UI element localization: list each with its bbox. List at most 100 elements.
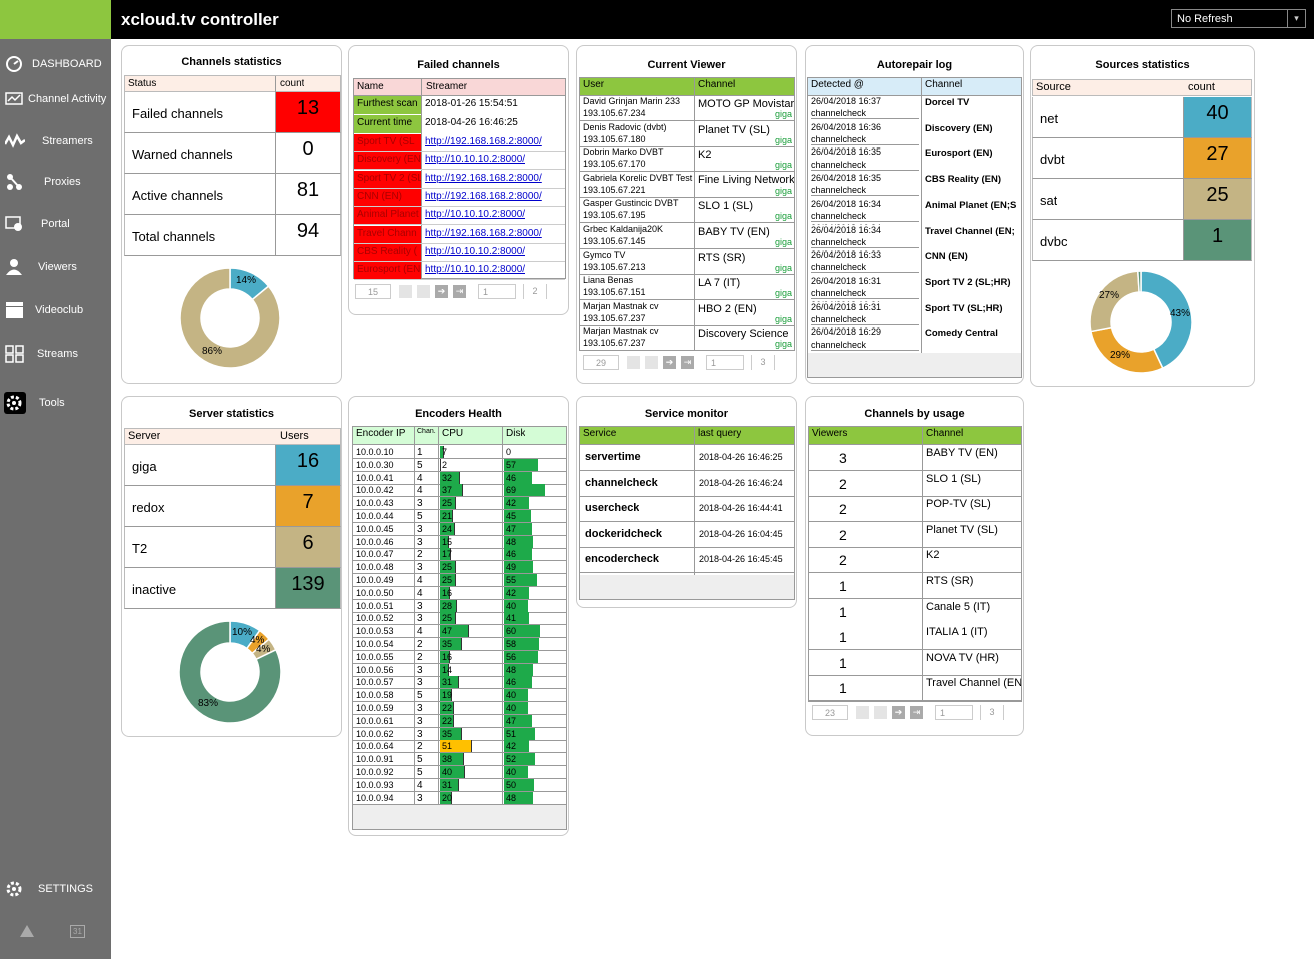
table-row[interactable]: 26/04/2018 16:36channelcheck26/04/2018 1…: [808, 122, 1021, 148]
table-row[interactable]: 26/04/2018 16:37 channelcheck26/04/2018 1…: [808, 96, 1021, 122]
table-row[interactable]: 10.0.0.51 3 28 40: [353, 599, 566, 613]
table-row[interactable]: 2 K2: [809, 547, 1021, 574]
table-row[interactable]: 26/04/2018 16:34channelcheck26/04/2018 1…: [808, 225, 1021, 251]
donut-slice[interactable]: [179, 267, 281, 369]
table-row[interactable]: 2 SLO 1 (SL): [809, 471, 1021, 497]
table-row[interactable]: Gasper Gustincic DVBT 193.105.67.195 SLO 1…: [580, 198, 794, 224]
table-row[interactable]: usercheck 2018-04-26 16:44:41: [580, 496, 794, 523]
chevron-down-icon[interactable]: ▾: [1287, 10, 1305, 27]
table-row[interactable]: 10.0.0.64 2 51 42: [353, 740, 566, 754]
table-row[interactable]: channelcheck 2018-04-26 16:46:24: [580, 471, 794, 497]
page-input[interactable]: 1: [706, 355, 744, 370]
table-row[interactable]: 10.0.0.49 4 25 55: [353, 574, 566, 587]
table-row[interactable]: 26/04/2018 16:35channelcheck26/04/2018 1…: [808, 173, 1021, 199]
table-row[interactable]: 10.0.0.94 3 20 48: [353, 791, 566, 805]
table-row[interactable]: 10.0.0.93 4 31 50: [353, 778, 566, 792]
streamer-link[interactable]: http://192.168.168.2:8000/: [425, 227, 542, 239]
table-row[interactable]: 10.0.0.45 3 24 47: [353, 522, 566, 536]
streamer-link[interactable]: http://10.10.10.2:8000/: [425, 154, 526, 166]
table-row[interactable]: giga 16: [124, 445, 341, 486]
table-row[interactable]: 10.0.0.48 3 25 49: [353, 561, 566, 575]
table-row[interactable]: Failed channels 13: [124, 92, 341, 133]
table-row[interactable]: David Grinjan Marin 233 193.105.67.234 MOT…: [580, 96, 794, 121]
table-row[interactable]: 10.0.0.55 2 16 56: [353, 650, 566, 664]
table-row[interactable]: 1 NOVA TV (HR): [809, 650, 1021, 676]
table-row[interactable]: inactive 139: [124, 568, 341, 609]
table-row[interactable]: Grbec Kaldanija20K 193.105.67.145 BABY TV …: [580, 224, 794, 249]
pager-prev-button[interactable]: [417, 285, 430, 298]
table-row[interactable]: 10.0.0.53 4 47 60: [353, 625, 566, 639]
table-row[interactable]: dockeridcheck 2018-04-26 16:04:45: [580, 522, 794, 548]
warning-icon[interactable]: [20, 925, 34, 937]
pager-last-button[interactable]: ⇥: [910, 706, 923, 719]
table-row[interactable]: Total channels 94: [124, 215, 341, 256]
table-row[interactable]: 10.0.0.92 5 40 40: [353, 766, 566, 779]
sidebar-item-streamers[interactable]: Streamers: [0, 129, 111, 155]
streamer-link[interactable]: http://10.10.10.2:8000/: [425, 209, 526, 221]
table-row[interactable]: Marjan Mastnak cv 193.105.67.237 Discovery…: [580, 326, 794, 352]
table-row[interactable]: 10.0.0.47 2 17 46: [353, 548, 566, 562]
table-row[interactable]: dvbc 1: [1032, 220, 1252, 261]
donut-slice[interactable]: [1140, 270, 1193, 370]
table-row[interactable]: 10.0.0.59 3 22 40: [353, 702, 566, 715]
table-row[interactable]: 10.0.0.91 5 38 52: [353, 753, 566, 767]
table-row[interactable]: 26/04/2018 16:29 channelcheck Comedy Centr…: [808, 327, 1021, 353]
table-row[interactable]: 10.0.0.30 5 2 57: [353, 458, 566, 472]
table-row[interactable]: Denis Radovic (dvbt) 193.105.67.180 Planet…: [580, 122, 794, 147]
sidebar-item-videoclub[interactable]: Videoclub: [0, 298, 111, 324]
table-row[interactable]: 10.0.0.52 3 25 41: [353, 612, 566, 626]
sidebar-item-viewers[interactable]: Viewers: [0, 255, 111, 281]
streamer-link[interactable]: http://192.168.168.2:8000/: [425, 172, 542, 184]
table-row[interactable]: 10.0.0.43 3 25 42: [353, 497, 566, 511]
table-row[interactable]: Marjan Mastnak cv 193.105.67.237 HBO 2 (EN…: [580, 301, 794, 326]
table-row[interactable]: Active channels 81: [124, 174, 341, 215]
table-row[interactable]: 10.0.0.58 5 19 40: [353, 689, 566, 703]
table-row[interactable]: 10.0.0.50 4 16 42: [353, 586, 566, 600]
sidebar-item-streams[interactable]: Streams: [0, 342, 111, 368]
table-row[interactable]: 10.0.0.62 3 35 51: [353, 727, 566, 741]
table-row[interactable]: Gymco TV 193.105.67.213 RTS (SR) giga: [580, 250, 794, 275]
table-row[interactable]: 10.0.0.41 4 32 46: [353, 471, 566, 485]
streamer-link[interactable]: http://192.168.168.2:8000/: [425, 190, 542, 202]
donut-slice[interactable]: [1089, 270, 1140, 333]
refresh-select[interactable]: No Refresh ▾: [1171, 9, 1306, 28]
pager-prev-button[interactable]: [874, 706, 887, 719]
sidebar-item-dashboard[interactable]: DASHBOARD: [0, 52, 111, 78]
donut-slice[interactable]: [1137, 270, 1142, 293]
table-row[interactable]: 26/04/2018 16:31channelcheck26/04/2018 1…: [808, 302, 1021, 328]
table-row[interactable]: Gabriela Korelic DVBT Test 193.105.67.221…: [580, 173, 794, 198]
table-row[interactable]: 10.0.0.61 3 22 47: [353, 714, 566, 728]
table-row[interactable]: 10.0.0.56 3 14 48: [353, 663, 566, 677]
table-row[interactable]: 2 POP-TV (SL): [809, 496, 1021, 523]
table-row[interactable]: 10.0.0.42 4 37 69: [353, 484, 566, 498]
table-row[interactable]: 3 BABY TV (EN): [809, 445, 1021, 471]
pager-next-button[interactable]: ➔: [892, 706, 905, 719]
table-row[interactable]: dvbt 27: [1032, 138, 1252, 179]
table-row[interactable]: 26/04/2018 16:35channelcheck26/04/2018 1…: [808, 147, 1021, 173]
table-row[interactable]: 1 RTS (SR): [809, 573, 1021, 599]
streamer-link[interactable]: http://10.10.10.2:8000/: [425, 264, 526, 276]
sidebar-item-channel-activity[interactable]: Channel Activity: [0, 87, 111, 113]
pager-prev-button[interactable]: [645, 356, 658, 369]
sidebar-item-proxies[interactable]: Proxies: [0, 170, 111, 196]
table-row[interactable]: 26/04/2018 16:31channelcheck26/04/2018 1…: [808, 276, 1021, 302]
table-row[interactable]: 10.0.0.44 5 21 45: [353, 510, 566, 523]
table-row[interactable]: redox 7: [124, 486, 341, 527]
table-row[interactable]: 26/04/2018 16:33channelcheck26/04/2018 1…: [808, 250, 1021, 276]
pager-last-button[interactable]: ⇥: [681, 356, 694, 369]
table-row[interactable]: Liana Benas 193.105.67.151 LA 7 (IT) giga: [580, 275, 794, 301]
sidebar-item-tools[interactable]: Tools: [0, 391, 111, 417]
pager-next-button[interactable]: ➔: [435, 285, 448, 298]
sidebar-item-portal[interactable]: Portal: [0, 212, 111, 238]
pager-first-button[interactable]: [399, 285, 412, 298]
pager-first-button[interactable]: [856, 706, 869, 719]
table-row[interactable]: 10.0.0.54 2 35 58: [353, 638, 566, 651]
table-row[interactable]: 10.0.0.46 3 15 48: [353, 535, 566, 549]
table-row[interactable]: net 40: [1032, 97, 1252, 138]
table-row[interactable]: encodercheck 2018-04-26 16:45:45: [580, 547, 794, 574]
streamer-link[interactable]: http://192.168.168.2:8000/: [425, 136, 542, 147]
table-row[interactable]: 26/04/2018 16:34channelcheck26/04/2018 1…: [808, 199, 1021, 225]
table-row[interactable]: 10.0.0.10 1 7 0: [353, 446, 566, 459]
table-row[interactable]: sat 25: [1032, 179, 1252, 220]
table-row[interactable]: servertime 2018-04-26 16:46:25: [580, 445, 794, 471]
